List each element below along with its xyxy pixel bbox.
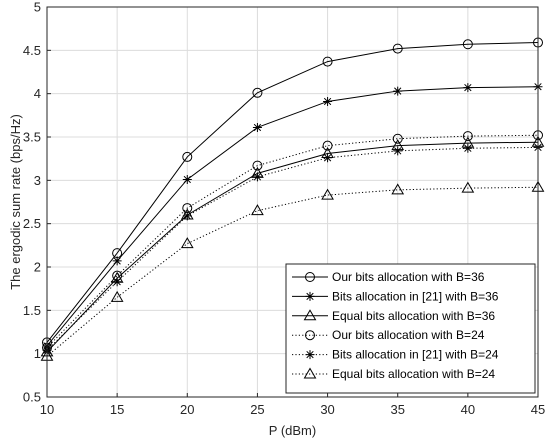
plot-frame [46,6,539,398]
data-point [392,133,403,144]
data-point [182,211,192,221]
series-line [46,186,539,357]
legend-label: Equal bits allocation with B=36 [332,309,495,323]
legend-marker [305,272,315,282]
y-axis-label: The ergodic sum rate (bps/Hz) [8,114,23,290]
data-point [252,122,262,132]
legend-label: Our bits allocation with B=24 [332,328,485,342]
legend-item: Equal bits allocation with B=36 [292,309,495,323]
data-point [323,153,333,163]
data-point [463,83,473,93]
y-tick-label: 4.5 [23,43,41,58]
legend-marker [303,309,317,321]
series-line [46,134,539,348]
data-point [321,188,334,200]
legend-item: Our bits allocation with B=24 [292,328,485,342]
legend-marker [303,367,317,379]
legend: Our bits allocation with B=36 Bits alloca… [285,263,536,394]
y-tick-label: 0.5 [23,390,41,405]
legend-marker [305,330,315,341]
data-point [252,87,263,98]
legend-label: Bits allocation in [21] with B=36 [332,289,499,303]
data-point [393,86,403,96]
series-layer [40,37,545,361]
data-point [182,174,192,184]
legend-label: Bits allocation in [21] with B=24 [332,348,499,362]
data-point [322,140,333,151]
x-axis-label: P (dBm) [269,423,316,438]
data-point [182,151,193,162]
data-point [461,181,475,193]
x-tick-label: 45 [531,402,545,417]
series-6 [40,180,545,361]
x-tick-label: 35 [390,402,404,417]
data-point [393,146,403,156]
data-point [323,96,333,106]
series-line [46,86,539,347]
data-point [252,160,263,171]
ticks: 10 15 20 25 30 35 40 45 0.5 1 1.5 2 2.5 3 3.5 4 4.5 5 [23,0,545,417]
x-tick-label: 20 [180,402,194,417]
y-tick-label: 3.5 [23,130,41,145]
data-point [462,39,473,50]
x-tick-label: 30 [320,402,334,417]
y-tick-label: 2.5 [23,216,41,231]
x-tick-label: 25 [250,402,264,417]
data-point [392,43,403,54]
legend-item: Equal bits allocation with B=24 [292,367,495,381]
data-point [180,237,194,249]
y-tick-label: 4 [34,86,41,101]
series-line [46,146,539,351]
x-tick-label: 10 [40,402,54,417]
y-tick-label: 1.5 [23,303,41,318]
x-tick-label: 15 [110,402,124,417]
y-tick-label: 1 [34,346,41,361]
y-tick-label: 2 [34,260,41,275]
legend-marker [305,291,315,301]
legend-label: Our bits allocation with B=36 [332,270,485,284]
data-point [112,277,122,287]
x-tick-label: 40 [461,402,475,417]
data-point [112,256,122,266]
legend-item: Bits allocation in [21] with B=24 [292,348,499,362]
series-line [46,141,539,353]
data-point [322,56,333,67]
legend-label: Equal bits allocation with B=24 [332,367,495,381]
data-point [391,183,405,195]
legend-item: Our bits allocation with B=36 [292,270,485,284]
legend-item: Bits allocation in [21] with B=36 [292,289,499,303]
data-point [463,143,473,153]
legend-marker [305,350,315,360]
data-point [252,172,262,182]
y-tick-label: 5 [34,0,41,15]
data-point [251,204,264,216]
data-point [462,131,473,142]
legend-box [285,263,536,394]
y-tick-label: 3 [34,173,41,188]
data-point [110,290,124,302]
series-line [46,42,539,343]
